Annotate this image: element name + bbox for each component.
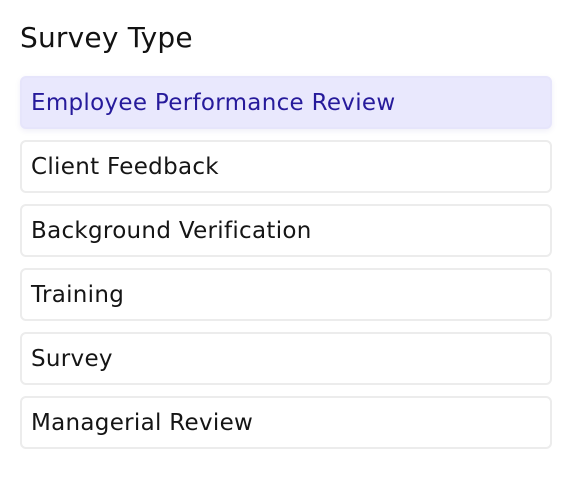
option-label: Training bbox=[31, 281, 125, 308]
option-label: Background Verification bbox=[31, 217, 312, 244]
section-title: Survey Type bbox=[20, 21, 193, 54]
option-label: Survey bbox=[31, 345, 113, 372]
option-survey[interactable]: Survey bbox=[20, 332, 552, 385]
option-client-feedback[interactable]: Client Feedback bbox=[20, 140, 552, 193]
option-background-verification[interactable]: Background Verification bbox=[20, 204, 552, 257]
option-label: Employee Performance Review bbox=[31, 89, 396, 116]
option-label: Client Feedback bbox=[31, 153, 219, 180]
option-label: Managerial Review bbox=[31, 409, 254, 436]
option-managerial-review[interactable]: Managerial Review bbox=[20, 396, 552, 449]
survey-type-options: Employee Performance Review Client Feedb… bbox=[20, 76, 552, 460]
option-training[interactable]: Training bbox=[20, 268, 552, 321]
option-employee-performance-review[interactable]: Employee Performance Review bbox=[20, 76, 552, 129]
